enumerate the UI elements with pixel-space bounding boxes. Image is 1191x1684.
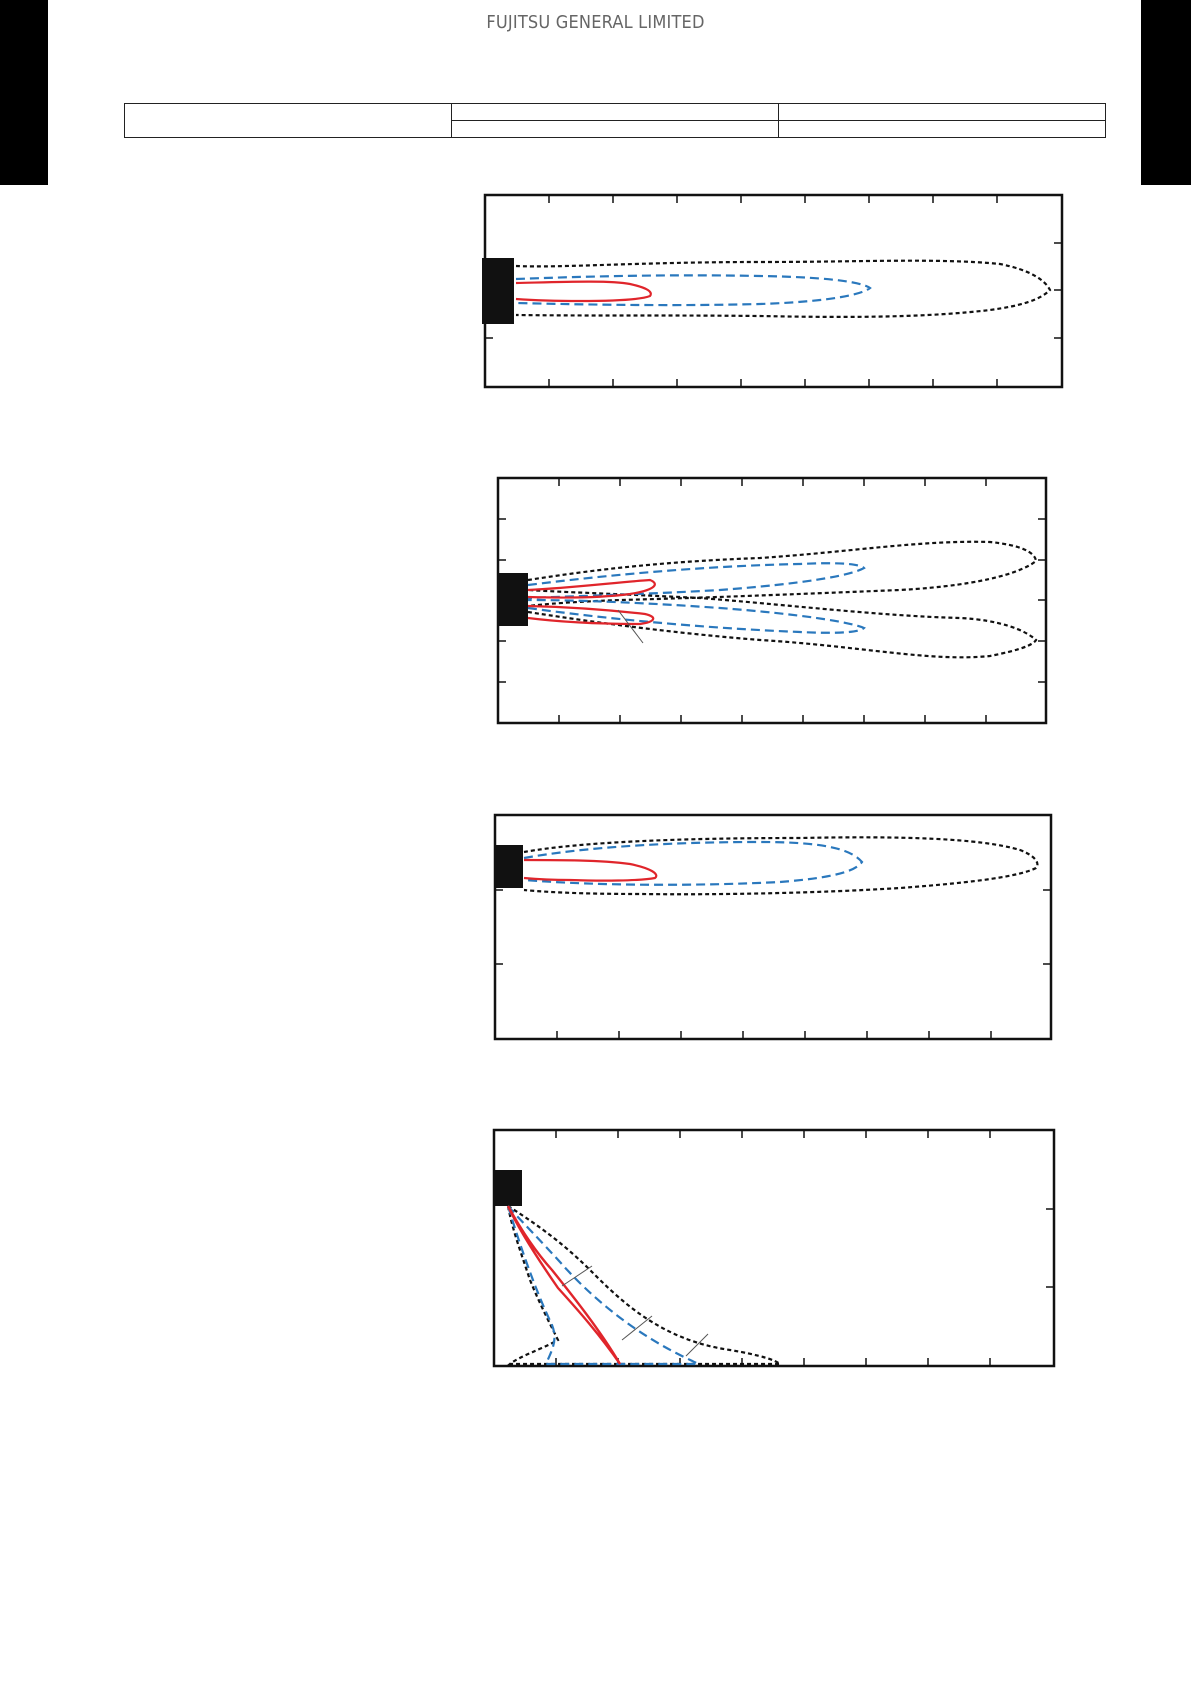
page-edge-tab-right <box>1141 0 1191 185</box>
diagram-1-ticks <box>485 195 1062 387</box>
diagram-1-frame <box>483 193 1064 389</box>
indoor-unit-icon <box>498 573 528 626</box>
airflow-contour-middle <box>506 1205 702 1366</box>
brand-header: FUJITSU GENERAL LIMITED <box>486 12 705 33</box>
airflow-contour-inner <box>527 578 656 599</box>
indoor-unit-icon <box>495 845 523 888</box>
leader-line <box>617 609 644 644</box>
airflow-contour-inner <box>515 280 652 303</box>
diagram-1 <box>482 193 1064 389</box>
airflow-contour-outer <box>523 836 1039 896</box>
page-edge-tab-left <box>0 0 48 185</box>
airflow-contour-outer <box>506 1205 784 1366</box>
leader-line <box>685 1333 709 1357</box>
airflow-contour-inner <box>527 604 655 626</box>
leader-line <box>621 1315 653 1341</box>
airflow-contour-outer <box>527 588 1038 659</box>
diagram-4-ticks <box>555 1130 1054 1366</box>
airflow-contour-outer <box>515 259 1052 319</box>
indoor-unit-icon <box>482 258 514 324</box>
diagram-3-frame <box>493 813 1053 1041</box>
airflow-contour-outer <box>527 540 1038 608</box>
spec-cell <box>778 120 1106 138</box>
diagram-2-ticks <box>498 478 1046 723</box>
spec-table <box>124 103 1106 138</box>
airflow-contour-middle <box>527 562 866 600</box>
diagram-3 <box>493 813 1053 1041</box>
airflow-contour-middle <box>515 274 872 307</box>
diagram-3-ticks <box>495 889 1051 1039</box>
airflow-contour-inner <box>506 1205 622 1365</box>
indoor-unit-icon <box>494 1170 522 1206</box>
spec-table-row <box>125 120 1106 138</box>
airflow-contour-middle <box>527 598 866 634</box>
airflow-contour-inner <box>523 858 658 882</box>
model-name-cell <box>124 103 452 138</box>
diagram-2 <box>496 476 1048 725</box>
airflow-contour-middle <box>523 840 864 886</box>
leader-line <box>561 1265 593 1287</box>
diagram-4-frame <box>492 1128 1056 1368</box>
diagram-4 <box>492 1128 1056 1368</box>
spec-table-row <box>124 103 1106 138</box>
